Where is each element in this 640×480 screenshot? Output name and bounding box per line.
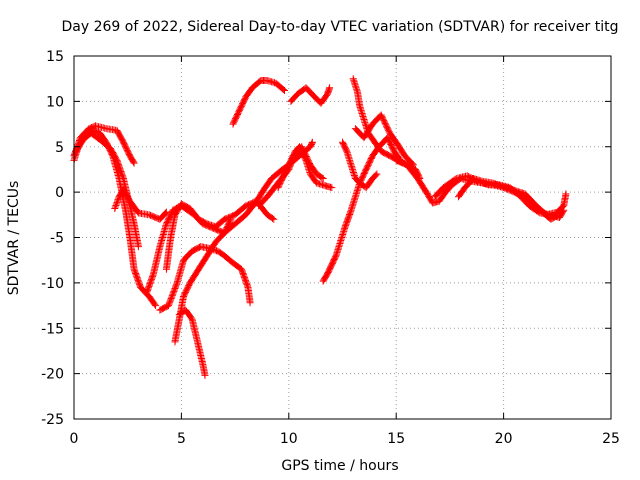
y-tick-label: -15 bbox=[41, 321, 64, 337]
x-tick-label: 10 bbox=[280, 431, 298, 447]
y-axis-label: SDTVAR / TECUs bbox=[6, 181, 22, 296]
y-tick-label: 10 bbox=[46, 94, 64, 110]
y-tick-label: 0 bbox=[55, 185, 64, 201]
y-tick-label: -20 bbox=[41, 367, 64, 383]
series-arc-13 bbox=[287, 84, 334, 107]
series-arc-10 bbox=[229, 77, 288, 128]
series-markers bbox=[111, 185, 170, 223]
chart-title: Day 269 of 2022, Sidereal Day-to-day VTE… bbox=[62, 19, 619, 35]
y-tick-label: -25 bbox=[41, 412, 64, 428]
series-arc-15 bbox=[339, 138, 381, 192]
series-markers bbox=[351, 111, 417, 169]
series-markers bbox=[229, 77, 288, 128]
x-tick-label: 0 bbox=[70, 431, 79, 447]
series-markers bbox=[287, 84, 334, 107]
series-markers bbox=[455, 175, 561, 223]
y-tick-label: -10 bbox=[41, 276, 64, 292]
x-axis-label: GPS time / hours bbox=[281, 458, 398, 474]
data-points bbox=[70, 75, 570, 379]
series-arc-12 bbox=[274, 143, 327, 192]
tick-labels: 0 5 10 15 20 25 -25 -20 -15 -10 -5 0 5 10 15 bbox=[41, 49, 620, 447]
y-tick-label: -5 bbox=[50, 231, 64, 247]
y-tick-label: 5 bbox=[55, 140, 64, 156]
x-tick-label: 20 bbox=[495, 431, 513, 447]
x-tick-label: 5 bbox=[177, 431, 186, 447]
series-markers bbox=[274, 143, 327, 192]
axis-ticks bbox=[73, 55, 612, 420]
series-arc-9 bbox=[175, 306, 209, 379]
series-markers bbox=[339, 138, 381, 192]
series-arc-4 bbox=[111, 185, 170, 223]
series-arc-20 bbox=[455, 175, 561, 223]
y-tick-label: 15 bbox=[46, 49, 64, 65]
x-tick-label: 25 bbox=[602, 431, 620, 447]
x-tick-label: 15 bbox=[387, 431, 405, 447]
series-arc-17 bbox=[351, 111, 417, 169]
series-markers bbox=[175, 306, 209, 379]
